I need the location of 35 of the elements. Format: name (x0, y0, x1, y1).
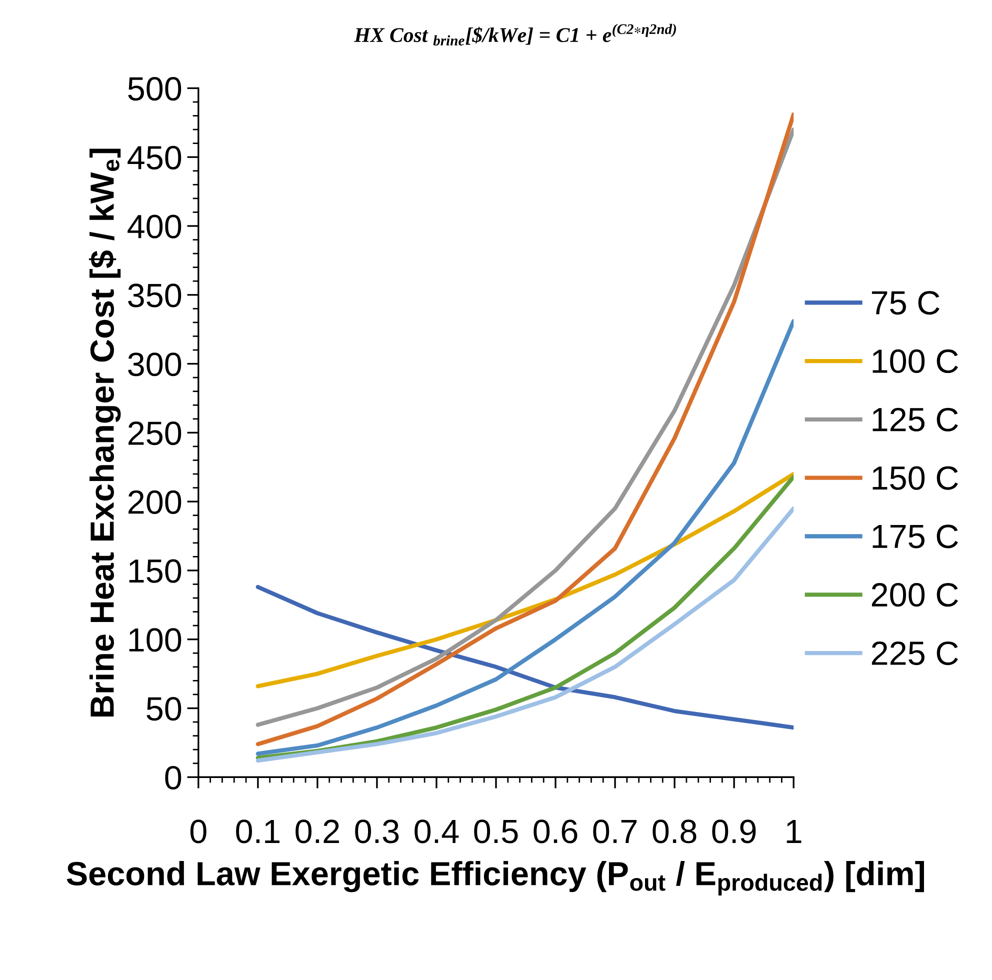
y-tick-label: 250 (128, 421, 182, 446)
y-tick-label: 100 (129, 628, 182, 652)
x-tick-label: 0 (190, 820, 206, 844)
x-tick-label: 0.6 (534, 820, 578, 844)
legend-label: 225 C (872, 641, 958, 666)
x-tick-label: 1 (786, 820, 802, 843)
x-tick-label: 0.4 (414, 820, 459, 844)
y-tick-label: 150 (129, 559, 182, 583)
y-tick-label: 400 (128, 214, 182, 238)
y-tick-label: 350 (128, 284, 182, 308)
line-series (256, 472, 794, 688)
legend-label: 100 C (872, 349, 958, 374)
x-tick-label: 0.2 (296, 820, 339, 844)
legend-label: 125 C (872, 408, 958, 432)
x-tick-label: 0.5 (474, 820, 518, 844)
chart-title: HX Cost $_{brine}$[$/kWe] = C1 + e$^{(C2∗η2nd)}$ (354, 24, 676, 46)
y-axis-title: Brine Heat Exchanger Cost [$ / kW$_{e}$] (88, 148, 121, 716)
x-tick-label: 0.3 (355, 820, 399, 844)
y-tick-label: 450 (128, 146, 182, 170)
x-axis-title: Second Law Exergetic Efficiency (P$_{out}$ / E$_{produced}$) [dim] (66, 860, 924, 896)
x-tick-label: 0.1 (236, 820, 280, 844)
x-tick-label: 0.9 (712, 820, 756, 844)
y-tick-label: 300 (128, 352, 182, 376)
y-tick-label: 50 (146, 697, 182, 721)
legend-label: 150 C (872, 466, 958, 490)
line-series (256, 584, 794, 730)
y-tick-label: 200 (128, 490, 182, 514)
legend-label: 200 C (872, 583, 958, 607)
x-tick-label: 0.8 (652, 820, 696, 844)
x-tick-label: 0.7 (593, 820, 637, 844)
legend-label: 75 C (872, 291, 940, 315)
y-tick-label: 0 (165, 766, 182, 790)
legend-label: 175 C (872, 524, 958, 548)
y-tick-label: 500 (128, 77, 182, 101)
line-series (256, 318, 794, 756)
